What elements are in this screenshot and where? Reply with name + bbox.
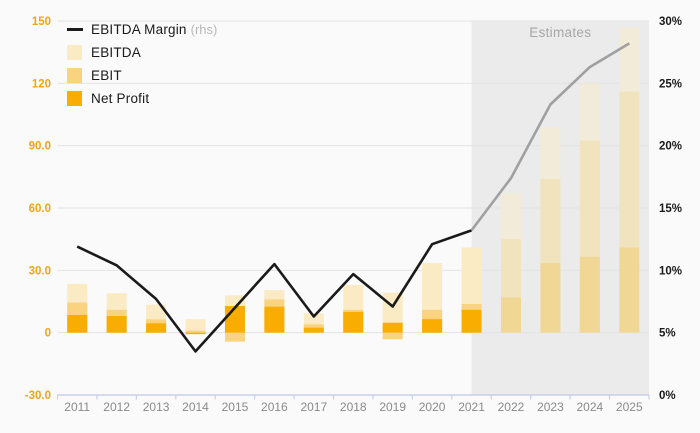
x-axis-label-year: 2012	[103, 400, 130, 414]
bar-net-profit-2017	[303, 327, 324, 333]
bar-net-profit-2024	[579, 256, 600, 333]
y-axis-label-left: 30.0	[29, 265, 51, 277]
legend-note-rhs: (rhs)	[190, 22, 218, 37]
x-axis-label-year: 2011	[64, 400, 90, 414]
bar-net-profit-2025	[619, 247, 640, 333]
x-axis-label-year: 2022	[498, 400, 525, 414]
y-axis-label-left: 150	[32, 16, 51, 28]
x-axis-label-year: 2025	[616, 400, 643, 414]
ebitda-swatch-icon	[67, 45, 82, 60]
y-axis-label-right: 5%	[659, 328, 676, 340]
ebitda-margin-line-estimates	[470, 42, 630, 232]
y-axis-label-left: 0	[45, 328, 51, 340]
legend-label: Net Profit	[91, 91, 150, 106]
x-axis-label-year: 2019	[379, 400, 406, 414]
y-axis-label-right: 30%	[659, 16, 682, 28]
legend-label: EBITDA Margin	[91, 22, 187, 37]
x-axis-label-year: 2014	[182, 400, 209, 414]
bar-net-profit-2014	[185, 332, 206, 335]
line-marker-icon	[67, 28, 83, 31]
x-axis-label-year: 2024	[576, 400, 603, 414]
y-axis-label-left: 90.0	[29, 141, 51, 153]
chart-legend: EBITDA Margin (rhs) EBITDA EBIT Net Prof…	[67, 18, 217, 110]
bar-net-profit-2019	[382, 322, 403, 333]
bar-ebit-2019	[382, 332, 403, 340]
bar-net-profit-2016	[264, 306, 285, 333]
bar-net-profit-2018	[343, 311, 364, 333]
net-profit-swatch-icon	[67, 91, 82, 106]
x-axis-label-year: 2015	[222, 400, 249, 414]
x-axis-label-year: 2016	[261, 400, 288, 414]
y-axis-label-right: 20%	[659, 141, 682, 153]
bar-ebit-2015	[224, 332, 245, 342]
y-axis-label-left: 60.0	[29, 203, 51, 215]
legend-label: EBITDA	[91, 45, 141, 60]
x-axis-label-year: 2021	[458, 400, 485, 414]
y-axis-label-right: 25%	[659, 78, 682, 90]
legend-item-ebit: EBIT	[67, 64, 217, 87]
ebit-swatch-icon	[67, 68, 82, 83]
y-axis-label-right: 10%	[659, 265, 682, 277]
bar-net-profit-2022	[500, 297, 521, 333]
bar-ebit-2014	[185, 330, 206, 333]
bar-net-profit-2023	[540, 263, 561, 333]
y-axis-label-left: -30.0	[25, 390, 51, 402]
bar-net-profit-2012	[106, 316, 127, 333]
estimates-region-label: Estimates	[529, 25, 592, 40]
legend-item-ebitda-margin: EBITDA Margin (rhs)	[67, 18, 217, 41]
x-axis-label-year: 2023	[537, 400, 564, 414]
bar-net-profit-2020	[422, 319, 443, 333]
x-axis-label-year: 2018	[340, 400, 367, 414]
y-axis-label-left: 120	[32, 78, 51, 90]
x-axis-label-year: 2020	[419, 400, 446, 414]
legend-label: EBIT	[91, 68, 122, 83]
bar-ebitda-2014	[185, 319, 206, 333]
bar-net-profit-2011	[67, 315, 88, 333]
y-axis-label-right: 0%	[659, 390, 676, 402]
bar-net-profit-2021	[461, 309, 482, 333]
bar-net-profit-2015	[224, 306, 245, 333]
legend-item-net-profit: Net Profit	[67, 87, 217, 110]
bar-net-profit-2013	[146, 323, 167, 333]
ebitda-margin-line-historical	[76, 229, 472, 353]
x-axis-label-year: 2017	[300, 400, 327, 414]
y-axis-label-right: 15%	[659, 203, 682, 215]
legend-item-ebitda: EBITDA	[67, 41, 217, 64]
x-axis-label-year: 2013	[143, 400, 170, 414]
